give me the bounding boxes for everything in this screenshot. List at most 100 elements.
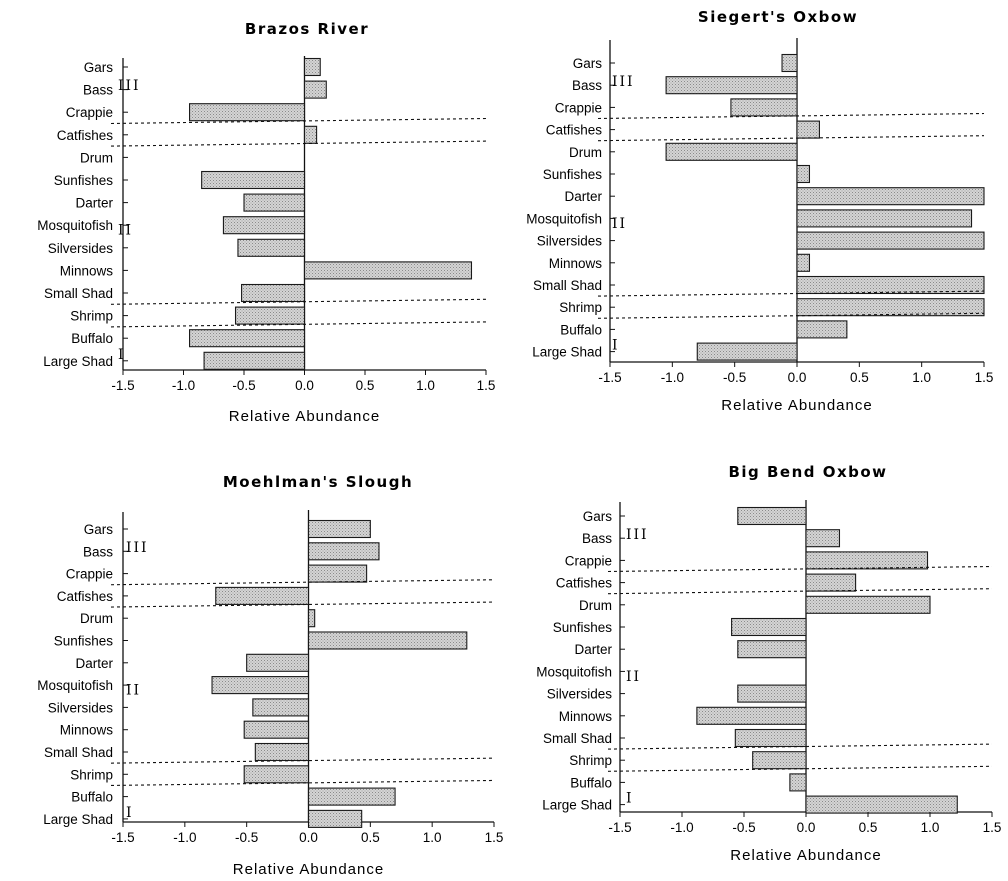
category-label: Silversides [547,687,613,702]
bar-bass [307,542,380,561]
bar-drum [665,142,798,161]
x-tick-label: -0.5 [723,370,746,385]
category-label: Silversides [537,234,603,249]
x-tick-label: -1.0 [661,370,684,385]
x-tick-label: -1.5 [111,378,134,393]
bar-crappie [307,564,368,583]
bar-mosquitofish [222,216,306,235]
category-label: Bass [83,544,113,559]
bar-sunfishes [731,617,807,637]
group-divider [110,779,495,786]
group-label-i: I [626,791,634,807]
x-tick-label: -1.5 [608,820,631,835]
bar-crappie [805,551,929,570]
group-divider [110,601,495,608]
category-label: Drum [80,611,113,626]
group-divider [607,743,993,750]
bar-gars [303,57,321,77]
category-label: Buffalo [71,331,113,346]
category-label: Catfishes [57,128,114,143]
category-label: Large Shad [542,798,612,813]
bar-large-shad [696,342,798,361]
bar-shrimp [752,751,807,770]
bar-darter [737,640,807,659]
x-tick-label: 1.5 [975,370,994,385]
group-divider [607,565,993,573]
category-label: Sunfishes [543,167,603,182]
x-axis-label: Relative Abundance [229,408,380,425]
bar-silversides [237,238,306,257]
category-label: Large Shad [43,812,113,827]
bar-small-shad [254,742,310,762]
bar-shrimp [796,298,985,317]
category-label: Gars [84,522,114,537]
category-label: Catfishes [556,576,613,591]
group-divider [597,135,985,142]
bar-catfishes [805,573,857,592]
group-divider [110,321,487,328]
category-label: Crappie [555,100,602,115]
bar-bass [665,76,798,95]
category-label: Shrimp [70,767,113,782]
chart-panel-2: Siegert's Oxbow Gars Bass Crappie Catfishes D… [526,8,993,414]
category-label: Gars [583,509,613,524]
bar-silversides [737,684,807,703]
bar-silversides [252,698,310,717]
category-label: Crappie [66,105,113,120]
chart-panel-4: Big Bend Oxbow Gars Bass Crappie Catfishes Dr… [536,463,1001,864]
x-tick-label: -1.0 [670,820,693,835]
bar-catfishes [303,125,318,144]
category-label: Crappie [66,567,113,582]
chart-title: Big Bend Oxbow [728,463,887,481]
x-tick-label: -1.0 [173,830,196,845]
category-label: Buffalo [570,775,612,790]
group-label-iii: III [118,78,141,94]
group-divider [110,140,487,147]
bar-small-shad [734,728,807,748]
category-label: Crappie [565,553,612,568]
bar-darter [243,193,306,212]
category-label: Small Shad [44,286,113,301]
category-label: Mosquitofish [536,664,612,679]
chart-title: Brazos River [245,20,369,38]
bar-mosquitofish [796,209,973,228]
group-label-ii: II [626,669,641,685]
category-label: Silversides [48,700,114,715]
group-label-ii: II [118,223,133,239]
group-divider [597,112,985,120]
x-tick-label: 1.0 [921,820,940,835]
category-label: Small Shad [543,731,612,746]
group-divider [607,588,993,595]
x-tick-label: 1.0 [416,378,435,393]
bar-small-shad [796,275,985,295]
group-label-ii: II [612,216,627,232]
bar-minnows [243,720,310,739]
group-label-i: I [118,347,126,363]
group-divider [110,117,487,125]
group-divider [597,312,985,319]
bar-sunfishes [796,164,811,184]
bar-drum [307,609,316,628]
x-tick-label: 0.5 [859,820,878,835]
group-label-i: I [612,338,620,354]
category-label: Minnows [60,263,114,278]
x-tick-label: 1.5 [983,820,1002,835]
category-label: Mosquitofish [37,218,113,233]
category-label: Buffalo [71,790,113,805]
bar-buffalo [189,329,306,348]
bar-bass [303,80,327,99]
category-label: Minnows [60,723,114,738]
category-label: Large Shad [532,345,602,360]
x-tick-label: 0.5 [356,378,375,393]
category-label: Darter [75,656,113,671]
bar-large-shad [805,795,958,814]
category-label: Gars [573,56,603,71]
category-label: Gars [84,60,114,75]
x-tick-label: 1.5 [485,830,504,845]
chart-title: Moehlman's Slough [223,473,413,491]
x-tick-label: 0.5 [850,370,869,385]
bar-large-shad [203,351,306,370]
bar-gars [307,519,371,539]
group-divider [597,290,985,297]
x-tick-label: 0.5 [361,830,380,845]
